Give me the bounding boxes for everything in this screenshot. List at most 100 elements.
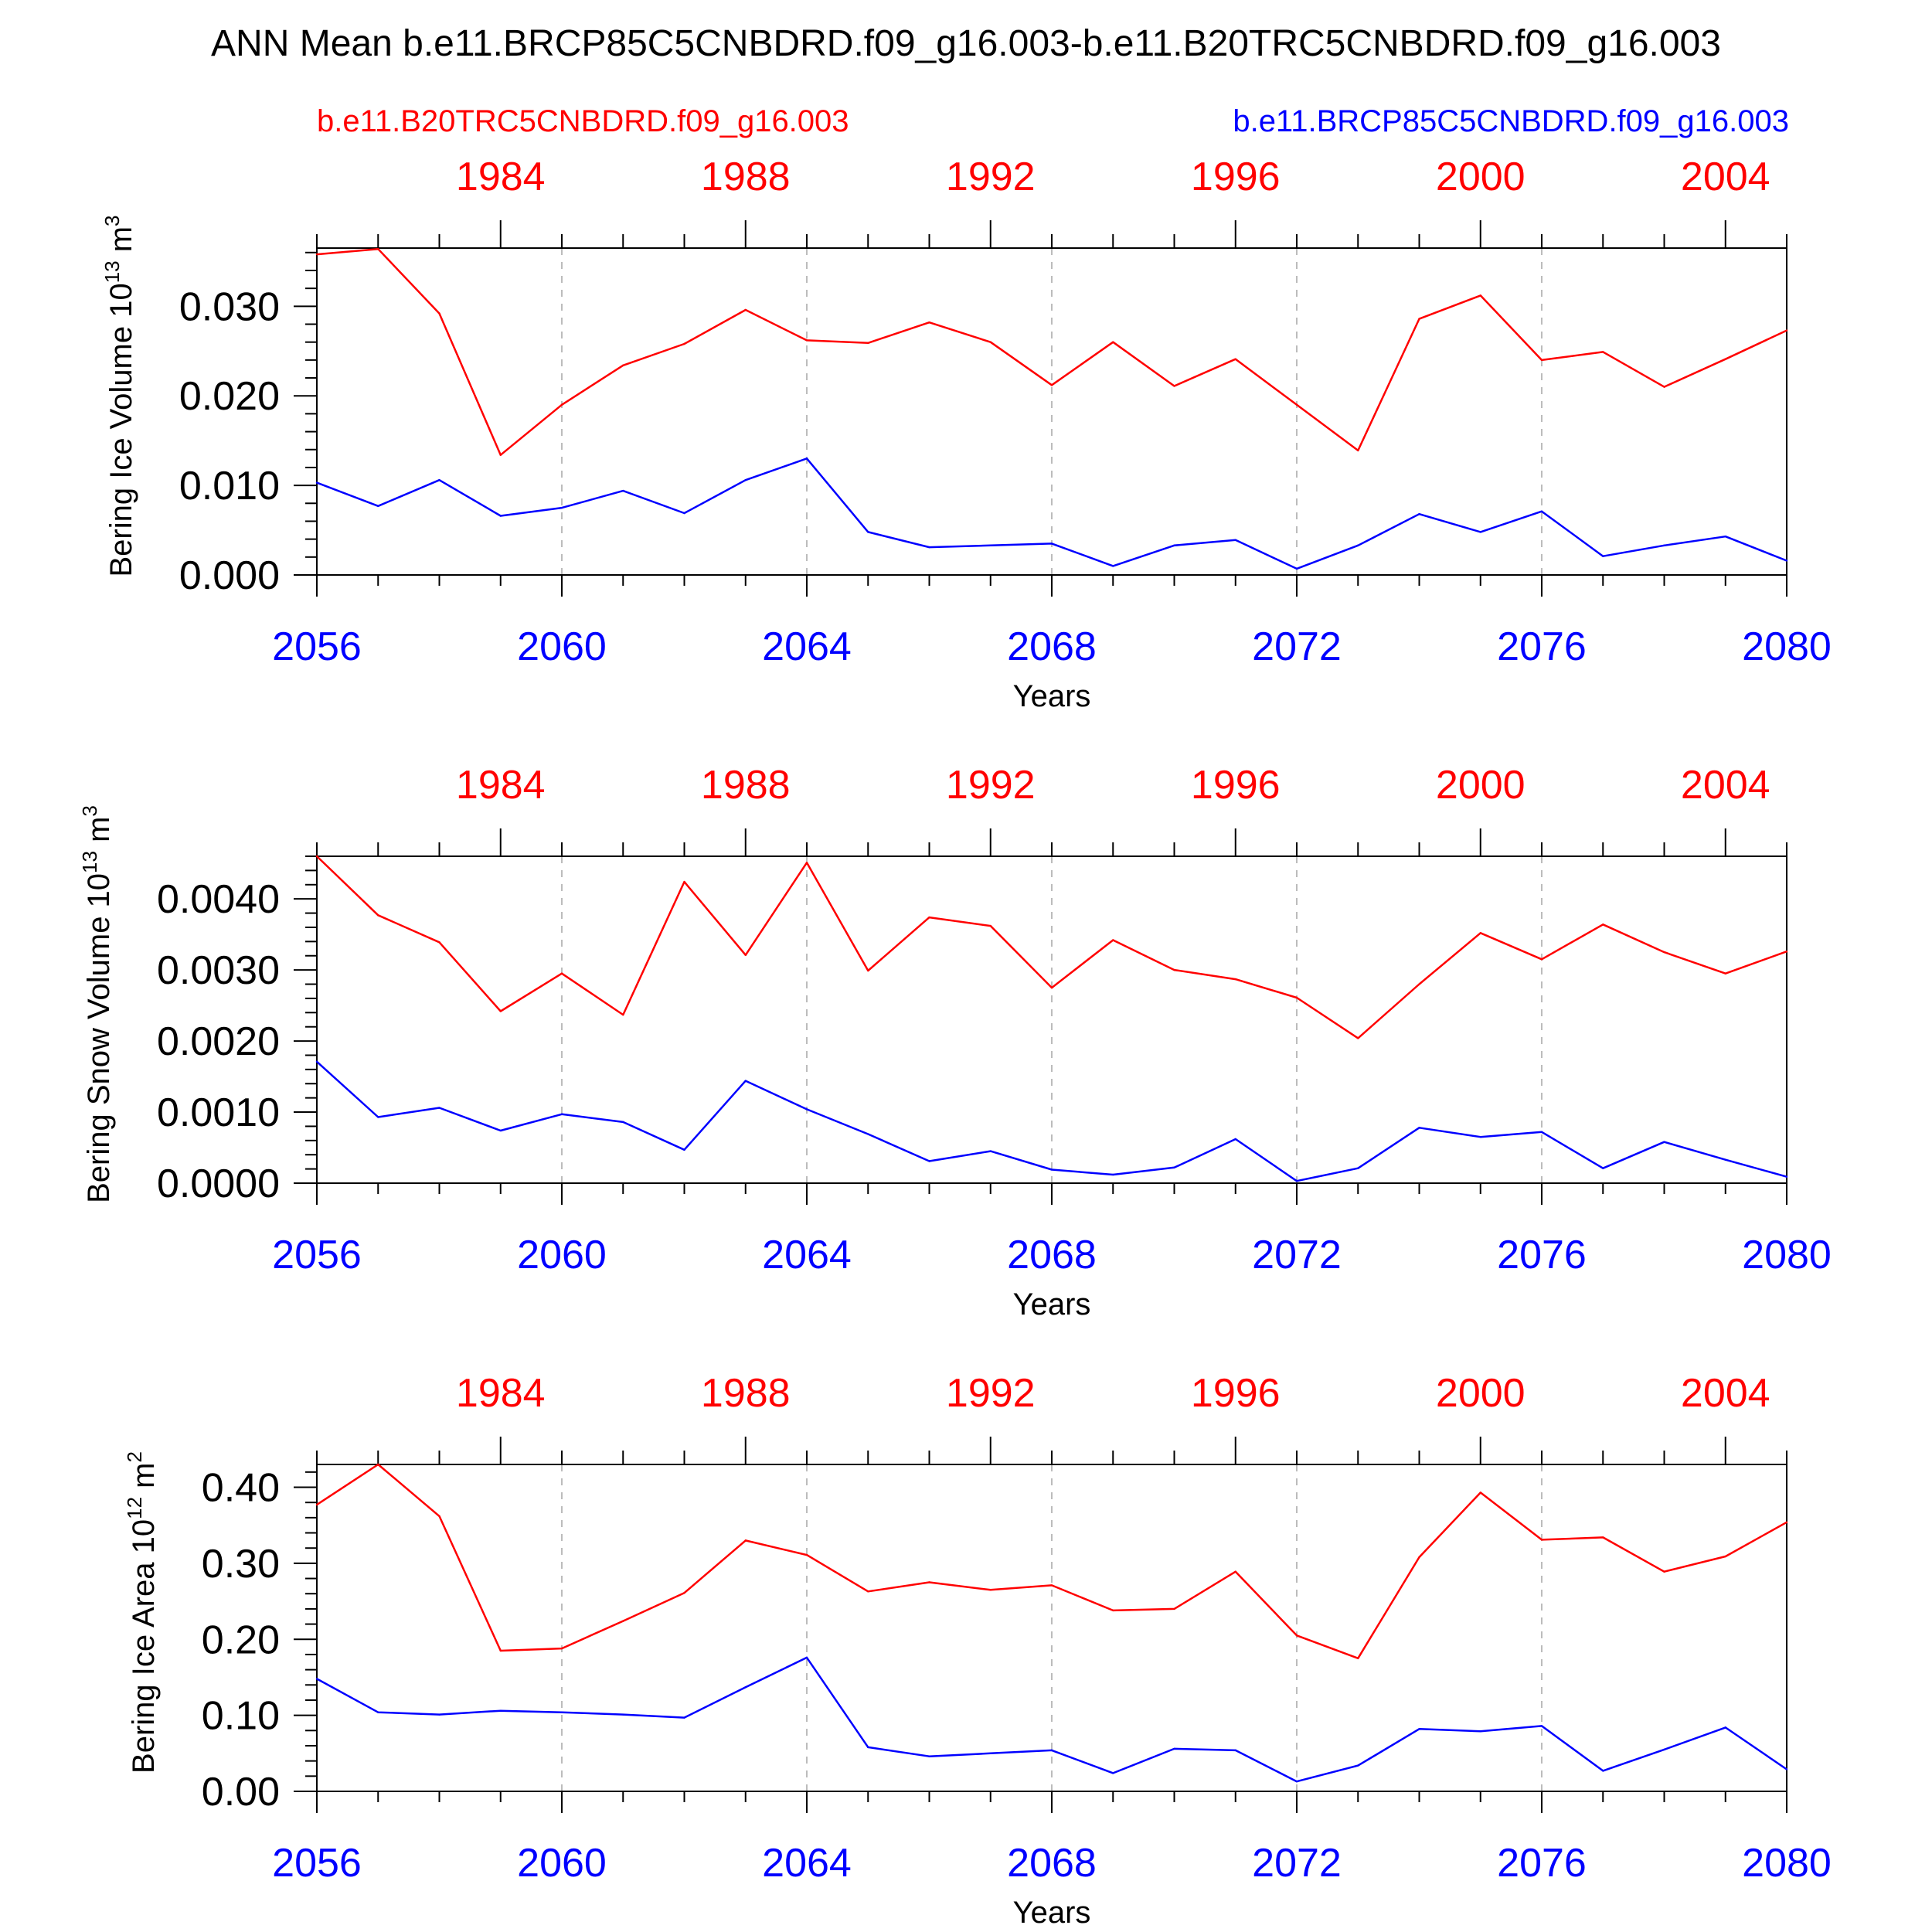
data-point bbox=[1724, 972, 1726, 975]
data-point bbox=[622, 1121, 624, 1124]
data-point bbox=[315, 1678, 318, 1680]
data-point bbox=[1357, 1657, 1359, 1660]
x-tick-label: 2064 bbox=[762, 1233, 852, 1277]
data-point bbox=[1663, 1570, 1665, 1573]
data-point bbox=[989, 544, 992, 546]
data-point bbox=[315, 1503, 318, 1506]
data-point bbox=[805, 1108, 808, 1111]
data-point bbox=[1234, 358, 1236, 360]
top-x-tick-label: 1988 bbox=[701, 763, 791, 808]
top-x-tick-label: 1988 bbox=[701, 1371, 791, 1416]
data-point bbox=[1785, 329, 1788, 332]
y-tick-label: 0.020 bbox=[179, 374, 280, 419]
data-point bbox=[805, 862, 808, 864]
data-point bbox=[622, 489, 624, 492]
y-axis-title-ylabel: Bering Snow Volume bbox=[82, 907, 116, 1202]
top-x-tick-label: 1996 bbox=[1191, 763, 1281, 808]
data-point bbox=[683, 342, 685, 345]
x-tick-label: 2060 bbox=[517, 624, 607, 669]
data-point bbox=[1418, 1728, 1420, 1730]
y-axis-title-yunit-pow: 2 bbox=[123, 1451, 146, 1462]
data-point bbox=[867, 1590, 869, 1593]
data-point bbox=[1112, 565, 1114, 567]
data-point bbox=[683, 880, 685, 883]
data-point bbox=[805, 339, 808, 342]
data-point bbox=[744, 1080, 747, 1082]
data-point bbox=[499, 515, 502, 517]
data-point bbox=[377, 247, 379, 250]
data-point bbox=[1234, 1570, 1236, 1573]
data-point bbox=[1357, 1764, 1359, 1767]
data-point bbox=[622, 364, 624, 367]
data-point bbox=[1418, 983, 1420, 985]
y-tick-label: 0.010 bbox=[179, 464, 280, 509]
data-point bbox=[1540, 1131, 1543, 1133]
data-point bbox=[499, 454, 502, 456]
plot-frame bbox=[316, 1464, 1787, 1792]
data-point bbox=[1540, 510, 1543, 512]
data-point bbox=[499, 1129, 502, 1132]
top-x-tick-label: 2004 bbox=[1681, 1371, 1770, 1416]
data-point bbox=[1785, 951, 1788, 953]
data-point bbox=[867, 531, 869, 533]
y-tick-label: 0.0010 bbox=[157, 1090, 280, 1135]
x-axis-title: Years bbox=[1013, 1287, 1091, 1321]
y-tick-label: 0.10 bbox=[202, 1694, 280, 1739]
data-point bbox=[989, 1589, 992, 1591]
data-point bbox=[1602, 1770, 1604, 1772]
data-point bbox=[989, 1150, 992, 1152]
data-point bbox=[1173, 385, 1175, 387]
data-point bbox=[928, 1581, 930, 1583]
x-tick-label: 2072 bbox=[1252, 1233, 1342, 1277]
data-point bbox=[1479, 932, 1481, 934]
x-tick-label: 2080 bbox=[1742, 1233, 1832, 1277]
x-tick-label: 2056 bbox=[272, 624, 362, 669]
data-point bbox=[499, 1649, 502, 1652]
data-point bbox=[622, 1620, 624, 1622]
x-axis-title: Years bbox=[1013, 1896, 1091, 1930]
data-point bbox=[1295, 567, 1298, 570]
data-point bbox=[1663, 386, 1665, 388]
data-point bbox=[1602, 1167, 1604, 1169]
data-point bbox=[744, 1686, 747, 1689]
data-point bbox=[315, 253, 318, 256]
legend-future: b.e11.BRCP85C5CNBDRD.f09_g16.003 bbox=[1233, 104, 1789, 138]
data-point bbox=[1602, 555, 1604, 557]
x-tick-label: 2056 bbox=[272, 1233, 362, 1277]
data-point bbox=[1112, 1173, 1114, 1176]
y-axis-title: Bering Snow Volume 1013 m3 bbox=[78, 805, 116, 1203]
data-point bbox=[1050, 986, 1053, 989]
top-x-tick-label: 2004 bbox=[1681, 763, 1770, 808]
data-point bbox=[377, 1116, 379, 1118]
data-point bbox=[1479, 1492, 1481, 1494]
data-point bbox=[1295, 1180, 1298, 1182]
data-point bbox=[438, 1515, 440, 1518]
data-point bbox=[1050, 1168, 1053, 1171]
y-axis-title-yunit-exp: 13 bbox=[78, 851, 101, 873]
data-point bbox=[1602, 351, 1604, 353]
data-point bbox=[1295, 1781, 1298, 1783]
data-point bbox=[438, 312, 440, 315]
data-point bbox=[1418, 1127, 1420, 1129]
data-point bbox=[1295, 403, 1298, 406]
data-point bbox=[1724, 358, 1726, 360]
x-tick-label: 2068 bbox=[1007, 624, 1097, 669]
data-point bbox=[683, 1716, 685, 1719]
data-point bbox=[622, 1713, 624, 1716]
top-x-tick-label: 1996 bbox=[1191, 1371, 1281, 1416]
y-tick-label: 0.40 bbox=[202, 1466, 280, 1511]
data-point bbox=[867, 342, 869, 345]
data-point bbox=[1479, 1136, 1481, 1138]
series-historical bbox=[315, 1463, 1788, 1660]
top-x-tick-label: 1996 bbox=[1191, 155, 1281, 199]
x-tick-label: 2064 bbox=[762, 624, 852, 669]
x-tick-label: 2064 bbox=[762, 1841, 852, 1886]
data-point bbox=[1540, 958, 1543, 961]
x-tick-label: 2068 bbox=[1007, 1233, 1097, 1277]
top-x-tick-label: 1984 bbox=[456, 1371, 546, 1416]
data-point bbox=[1234, 1749, 1236, 1752]
data-point bbox=[928, 321, 930, 324]
top-x-tick-label: 1992 bbox=[946, 1371, 1036, 1416]
x-tick-label: 2072 bbox=[1252, 624, 1342, 669]
data-point bbox=[1418, 512, 1420, 515]
